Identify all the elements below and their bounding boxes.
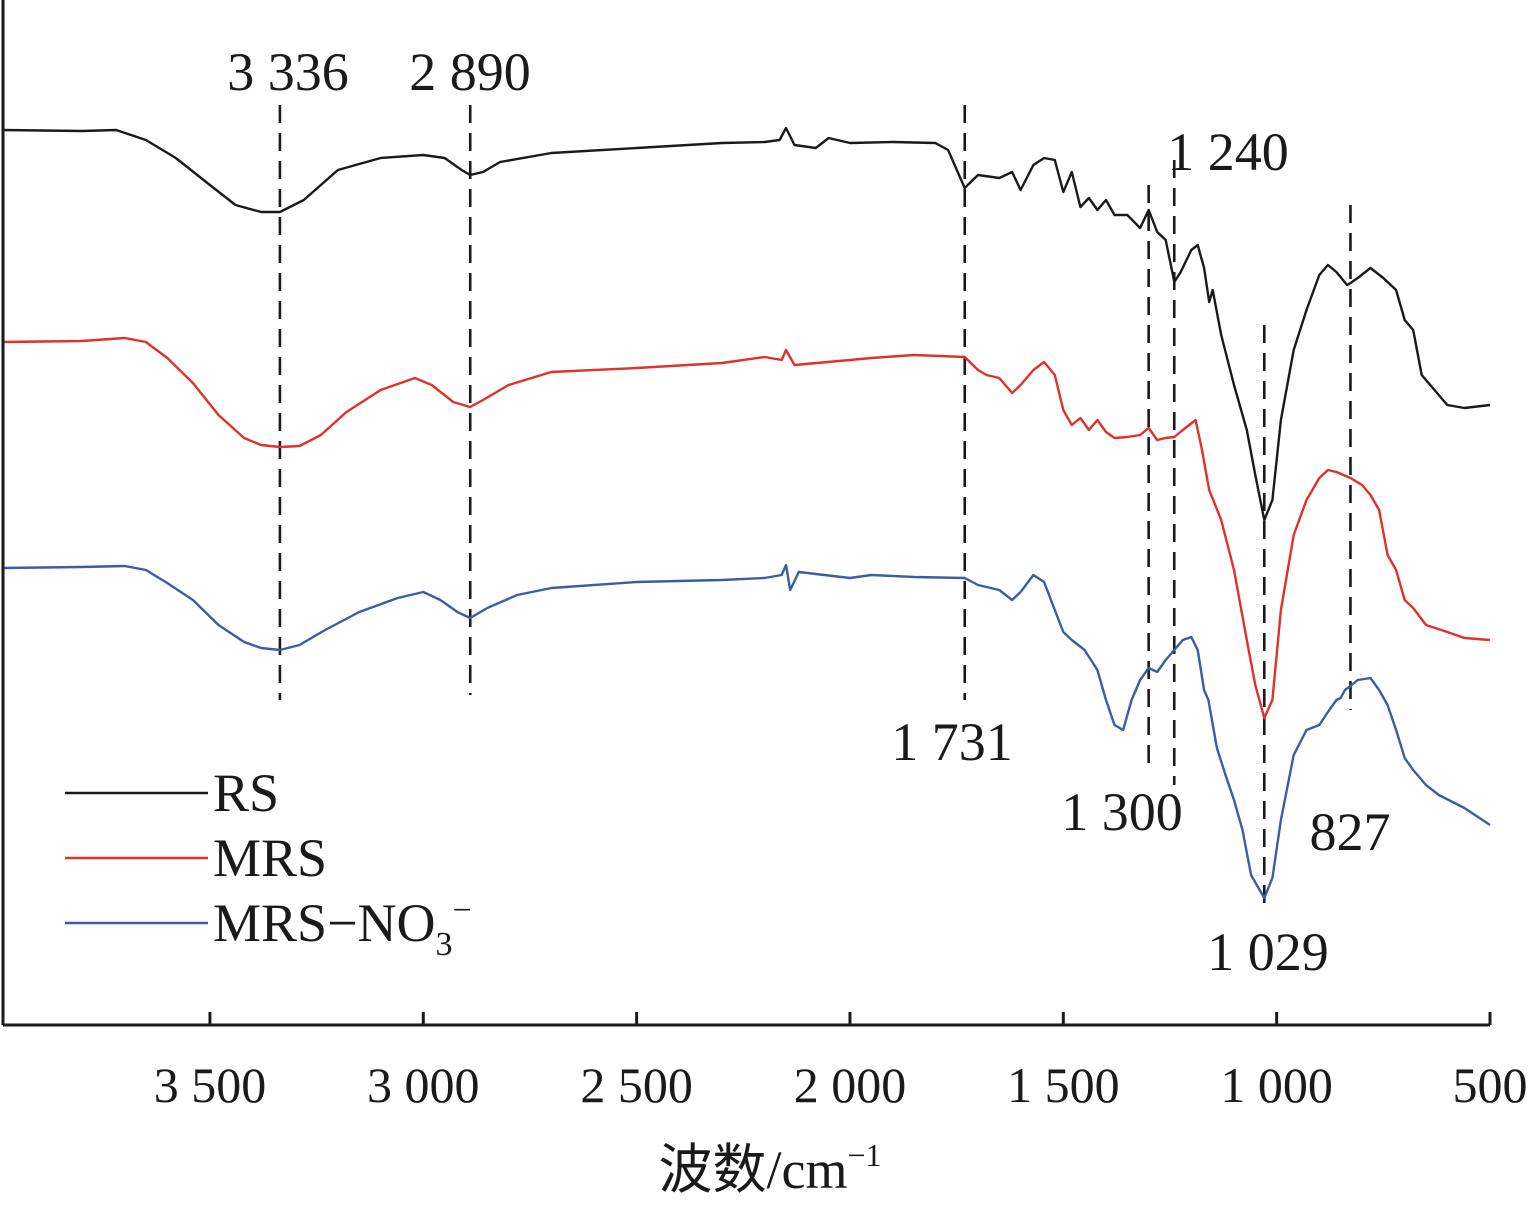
peak-label-1029: 1 029 <box>1207 922 1329 982</box>
peak-lines <box>278 105 1352 905</box>
peak-label-1240: 1 240 <box>1167 122 1289 182</box>
legend-label-3: MRS−NO3− <box>213 892 472 963</box>
series-line-1 <box>2 126 1491 522</box>
legend-label-1: RS <box>213 763 279 823</box>
x-tick-label-3000: 3 000 <box>367 1057 480 1113</box>
series-line-2 <box>2 336 1491 720</box>
x-axis-title-superscript: −1 <box>847 1137 881 1173</box>
series-line-3 <box>2 563 1491 900</box>
x-tick-label-2000: 2 000 <box>794 1057 907 1113</box>
x-axis-title-text: 波数/cm <box>658 1140 847 1200</box>
x-tick-label-3500: 3 500 <box>154 1057 267 1113</box>
x-tick-label-2500: 2 500 <box>580 1057 693 1113</box>
x-tick-label-1500: 1 500 <box>1007 1057 1120 1113</box>
x-tick-label-1000: 1 000 <box>1220 1057 1333 1113</box>
peak-label-3336: 3 336 <box>227 42 349 102</box>
peak-label-2890: 2 890 <box>409 42 531 102</box>
peak-labels: 3 336 2 890 1 731 1 300 1 240 1 029 827 <box>227 42 1390 982</box>
series-layer <box>2 126 1491 900</box>
peak-label-1300: 1 300 <box>1061 782 1183 842</box>
legend-label-2: MRS <box>213 828 327 888</box>
peak-label-1731: 1 731 <box>891 712 1013 772</box>
peak-label-827: 827 <box>1310 802 1391 862</box>
x-ticks: 3 500 3 000 2 500 2 000 1 500 1 000 500 <box>154 1012 1528 1113</box>
x-axis-title: 波数/cm−1 <box>658 1137 881 1200</box>
x-tick-label-500: 500 <box>1453 1057 1528 1113</box>
